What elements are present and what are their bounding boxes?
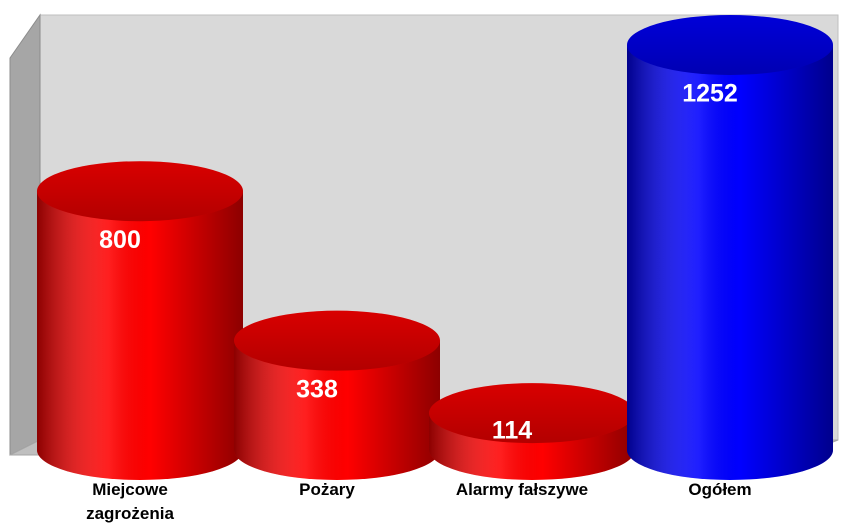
x-tick-label: Alarmy fałszywe xyxy=(455,480,589,499)
cylinder-top-shade xyxy=(234,310,440,371)
cylinder-top-shade xyxy=(627,15,833,75)
cylinder-top-shade xyxy=(37,161,243,222)
cylinder-top-shade xyxy=(429,383,635,444)
x-tick-label: Ogółem xyxy=(688,480,752,499)
value-label: 1252 xyxy=(682,80,738,108)
value-label: 114 xyxy=(492,417,532,445)
side-wall xyxy=(9,13,41,456)
value-label: 338 xyxy=(296,375,338,403)
cylinder-shade xyxy=(234,340,440,480)
cylinder-shade xyxy=(37,191,243,480)
x-tick-label: Pożary xyxy=(299,480,355,499)
x-tick-label: Miejcowe zagrożenia xyxy=(86,480,174,523)
value-label: 800 xyxy=(99,226,141,254)
bars: 800 338 114 1252 xyxy=(37,15,833,480)
cylinder-shade xyxy=(627,45,833,480)
